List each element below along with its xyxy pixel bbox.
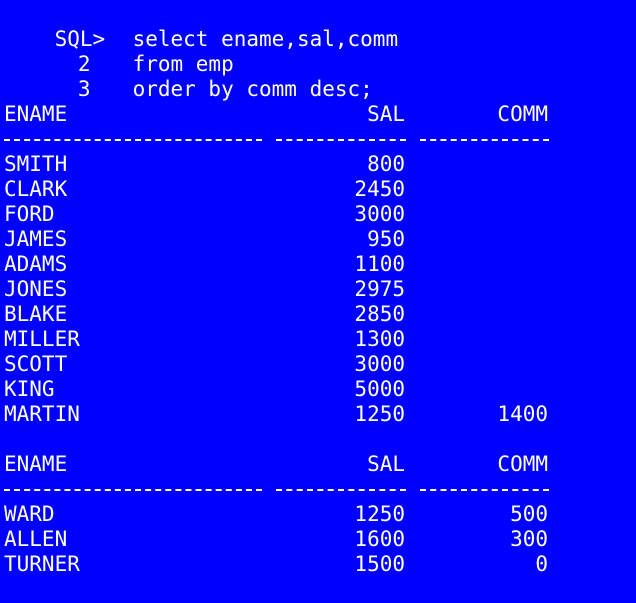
table-row: SCOTT 3000 [0,352,636,377]
table-row: SMITH 800 [0,152,636,177]
cell-sal: 1250 [354,502,405,526]
separator-comm [420,139,549,141]
cell-ename: MILLER [4,327,80,351]
header-ename: ENAME [4,102,68,126]
query-text-2: from emp [132,52,234,76]
cell-sal: 1600 [354,527,405,551]
line-number-2: 2 [77,52,91,76]
table-row: BLAKE 2850 [0,302,636,327]
table-row: FORD 3000 [0,202,636,227]
table-row: MILLER 1300 [0,327,636,352]
cell-sal: 2450 [354,177,405,201]
cell-ename: ALLEN [4,527,68,551]
cell-sal: 950 [367,227,405,251]
query-text-1: select ename,sal,comm [132,27,399,51]
header-comm: COMM [497,102,548,126]
cell-sal: 3000 [354,352,405,376]
cell-ename: FORD [4,202,55,226]
cell-ename: TURNER [4,552,80,576]
header-sal: SAL [367,452,405,476]
header-ename: ENAME [4,452,68,476]
cell-ename: JAMES [4,227,68,251]
header-sal: SAL [367,102,405,126]
cell-sal: 2850 [354,302,405,326]
cell-sal: 2975 [354,277,405,301]
cell-ename: WARD [4,502,55,526]
cell-sal: 5000 [354,377,405,401]
cell-sal: 3000 [354,202,405,226]
header-separator [0,477,636,502]
separator-sal [276,489,406,491]
cell-ename: SMITH [4,152,68,176]
table-row: KING 5000 [0,377,636,402]
separator-sal [276,139,406,141]
separator-ename [4,489,262,491]
column-header-row: ENAME SAL COMM [0,102,636,127]
cell-comm: 0 [535,552,548,576]
table-row: ALLEN 1600 300 [0,527,636,552]
separator-comm [420,489,549,491]
table-row: ADAMS 1100 [0,252,636,277]
sql-prompt: SQL> [54,27,106,51]
table-row: WARD 1250 500 [0,502,636,527]
cell-sal: 1500 [354,552,405,576]
query-line-1: SQL> select ename,sal,comm [4,2,399,51]
table-row: CLARK 2450 [0,177,636,202]
cell-comm: 1400 [497,402,548,426]
line-number-3: 3 [77,77,91,101]
cell-ename: KING [4,377,55,401]
cell-sal: 1250 [354,402,405,426]
query-line-3: 3 order by comm desc; [4,52,373,101]
table-row: JONES 2975 [0,277,636,302]
query-text-3: order by comm desc; [132,77,373,101]
cell-comm: 300 [510,527,548,551]
cell-comm: 500 [510,502,548,526]
cell-ename: JONES [4,277,68,301]
cell-ename: MARTIN [4,402,80,426]
table-row: JAMES 950 [0,227,636,252]
cell-sal: 1100 [354,252,405,276]
cell-ename: ADAMS [4,252,68,276]
cell-ename: CLARK [4,177,68,201]
cell-ename: BLAKE [4,302,68,326]
table-row: TURNER 1500 0 [0,552,636,577]
separator-ename [4,139,262,141]
table-row: MARTIN 1250 1400 [0,402,636,427]
column-header-row: ENAME SAL COMM [0,452,636,477]
header-separator [0,127,636,152]
cell-sal: 1300 [354,327,405,351]
header-comm: COMM [497,452,548,476]
cell-sal: 800 [367,152,405,176]
cell-ename: SCOTT [4,352,68,376]
query-line-2: 2 from emp [4,27,234,76]
